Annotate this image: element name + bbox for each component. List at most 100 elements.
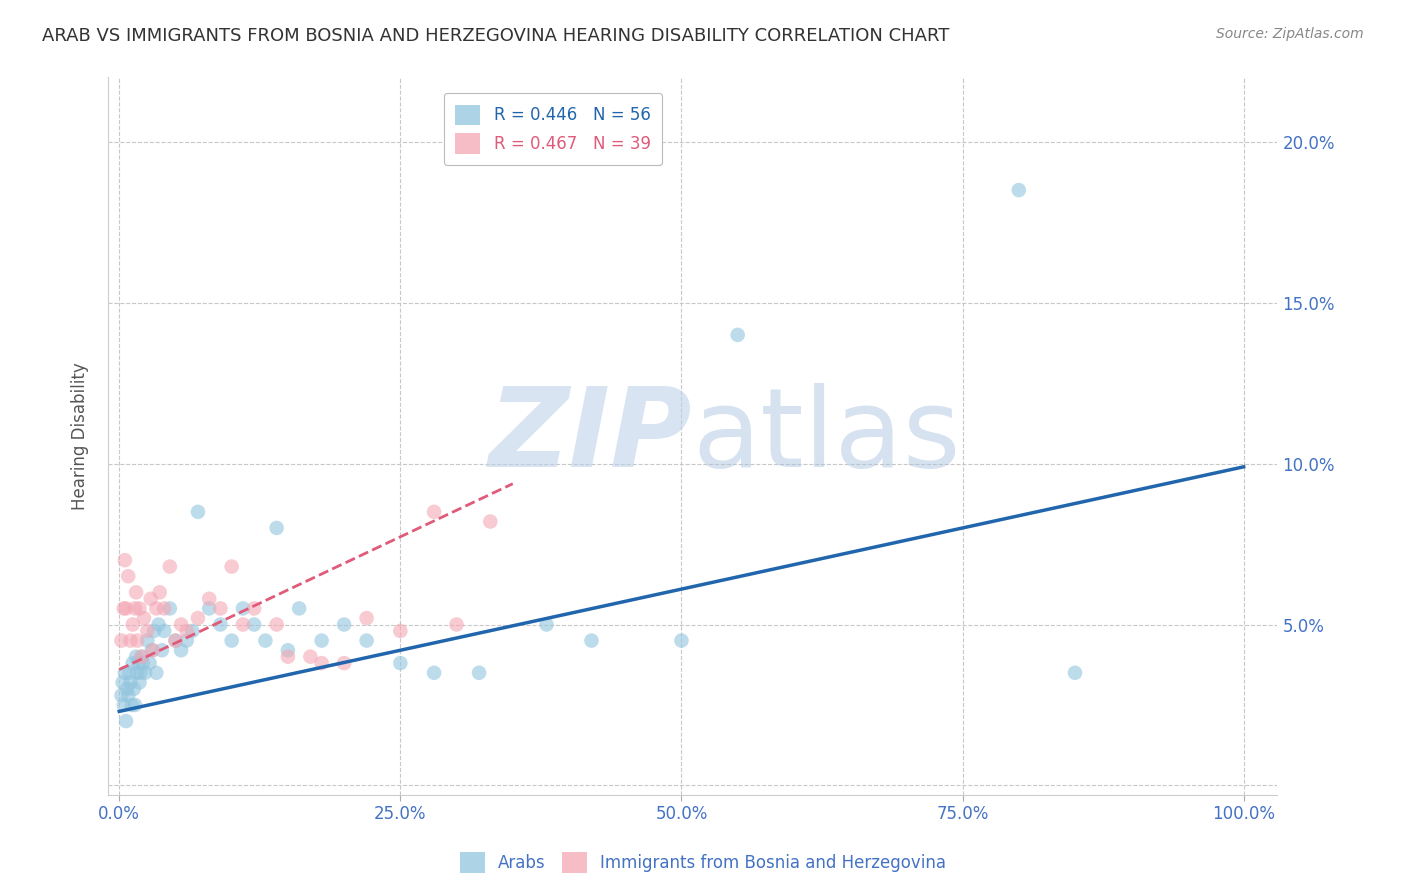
Point [141, 643, 163, 657]
Point [170, 617, 193, 632]
Point [149, 585, 172, 599]
Point [311, 633, 333, 648]
Point [423, 665, 446, 680]
Point [243, 601, 266, 615]
Point [333, 617, 356, 632]
Point [176, 624, 198, 638]
Point [209, 617, 232, 632]
Point [134, 665, 156, 680]
Point [727, 327, 749, 342]
Point [115, 714, 138, 728]
Point [209, 601, 232, 615]
Point [115, 601, 138, 615]
Point [1008, 183, 1031, 197]
Point [145, 601, 167, 615]
Point [198, 601, 221, 615]
Point [153, 624, 176, 638]
Point [139, 591, 162, 606]
Point [671, 633, 693, 648]
Point [127, 633, 149, 648]
Point [111, 675, 134, 690]
Point [159, 559, 181, 574]
Point [142, 643, 165, 657]
Point [117, 688, 139, 702]
Text: ZIP: ZIP [489, 383, 693, 490]
Point [311, 656, 333, 670]
Point [114, 553, 136, 567]
Point [232, 617, 254, 632]
Point [110, 633, 132, 648]
Point [187, 611, 209, 625]
Point [150, 643, 173, 657]
Text: Source: ZipAtlas.com: Source: ZipAtlas.com [1216, 27, 1364, 41]
Legend: R = 0.446   N = 56, R = 0.467   N = 39: R = 0.446 N = 56, R = 0.467 N = 39 [444, 93, 662, 165]
Point [266, 521, 288, 535]
Point [266, 617, 288, 632]
Point [129, 665, 152, 680]
Point [131, 649, 153, 664]
Point [131, 649, 153, 664]
Point [176, 633, 198, 648]
Point [117, 569, 139, 583]
Point [221, 633, 243, 648]
Point [581, 633, 603, 648]
Point [221, 559, 243, 574]
Point [299, 649, 322, 664]
Text: ARAB VS IMMIGRANTS FROM BOSNIA AND HERZEGOVINA HEARING DISABILITY CORRELATION CH: ARAB VS IMMIGRANTS FROM BOSNIA AND HERZE… [42, 27, 949, 45]
Point [165, 633, 187, 648]
Point [468, 665, 491, 680]
Point [136, 624, 159, 638]
Point [159, 601, 181, 615]
Point [333, 656, 356, 670]
Point [148, 617, 170, 632]
Point [127, 665, 149, 680]
Point [120, 675, 142, 690]
Point [112, 601, 135, 615]
Point [423, 505, 446, 519]
Point [128, 601, 150, 615]
Point [124, 698, 146, 712]
Point [145, 665, 167, 680]
Point [124, 601, 146, 615]
Point [110, 688, 132, 702]
Point [136, 633, 159, 648]
Point [254, 633, 277, 648]
Point [356, 611, 378, 625]
Text: atlas: atlas [693, 383, 962, 490]
Point [389, 656, 412, 670]
Point [536, 617, 558, 632]
Point [446, 617, 468, 632]
Point [122, 681, 145, 696]
Point [132, 656, 155, 670]
Point [125, 649, 148, 664]
Point [121, 656, 143, 670]
Point [288, 601, 311, 615]
Point [277, 649, 299, 664]
Point [356, 633, 378, 648]
Point [170, 643, 193, 657]
Point [125, 585, 148, 599]
Point [132, 611, 155, 625]
Point [187, 505, 209, 519]
Point [198, 591, 221, 606]
Point [479, 515, 502, 529]
Point [153, 601, 176, 615]
Point [389, 624, 412, 638]
Point [121, 698, 143, 712]
Point [128, 675, 150, 690]
Point [115, 681, 138, 696]
Point [138, 656, 160, 670]
Point [118, 665, 141, 680]
Point [120, 633, 142, 648]
Point [121, 617, 143, 632]
Point [114, 665, 136, 680]
Point [232, 601, 254, 615]
Point [181, 624, 204, 638]
Point [127, 656, 149, 670]
Y-axis label: Hearing Disability: Hearing Disability [72, 362, 89, 510]
Point [243, 617, 266, 632]
Point [277, 643, 299, 657]
Legend: Arabs, Immigrants from Bosnia and Herzegovina: Arabs, Immigrants from Bosnia and Herzeg… [453, 846, 953, 880]
Point [1064, 665, 1087, 680]
Point [165, 633, 187, 648]
